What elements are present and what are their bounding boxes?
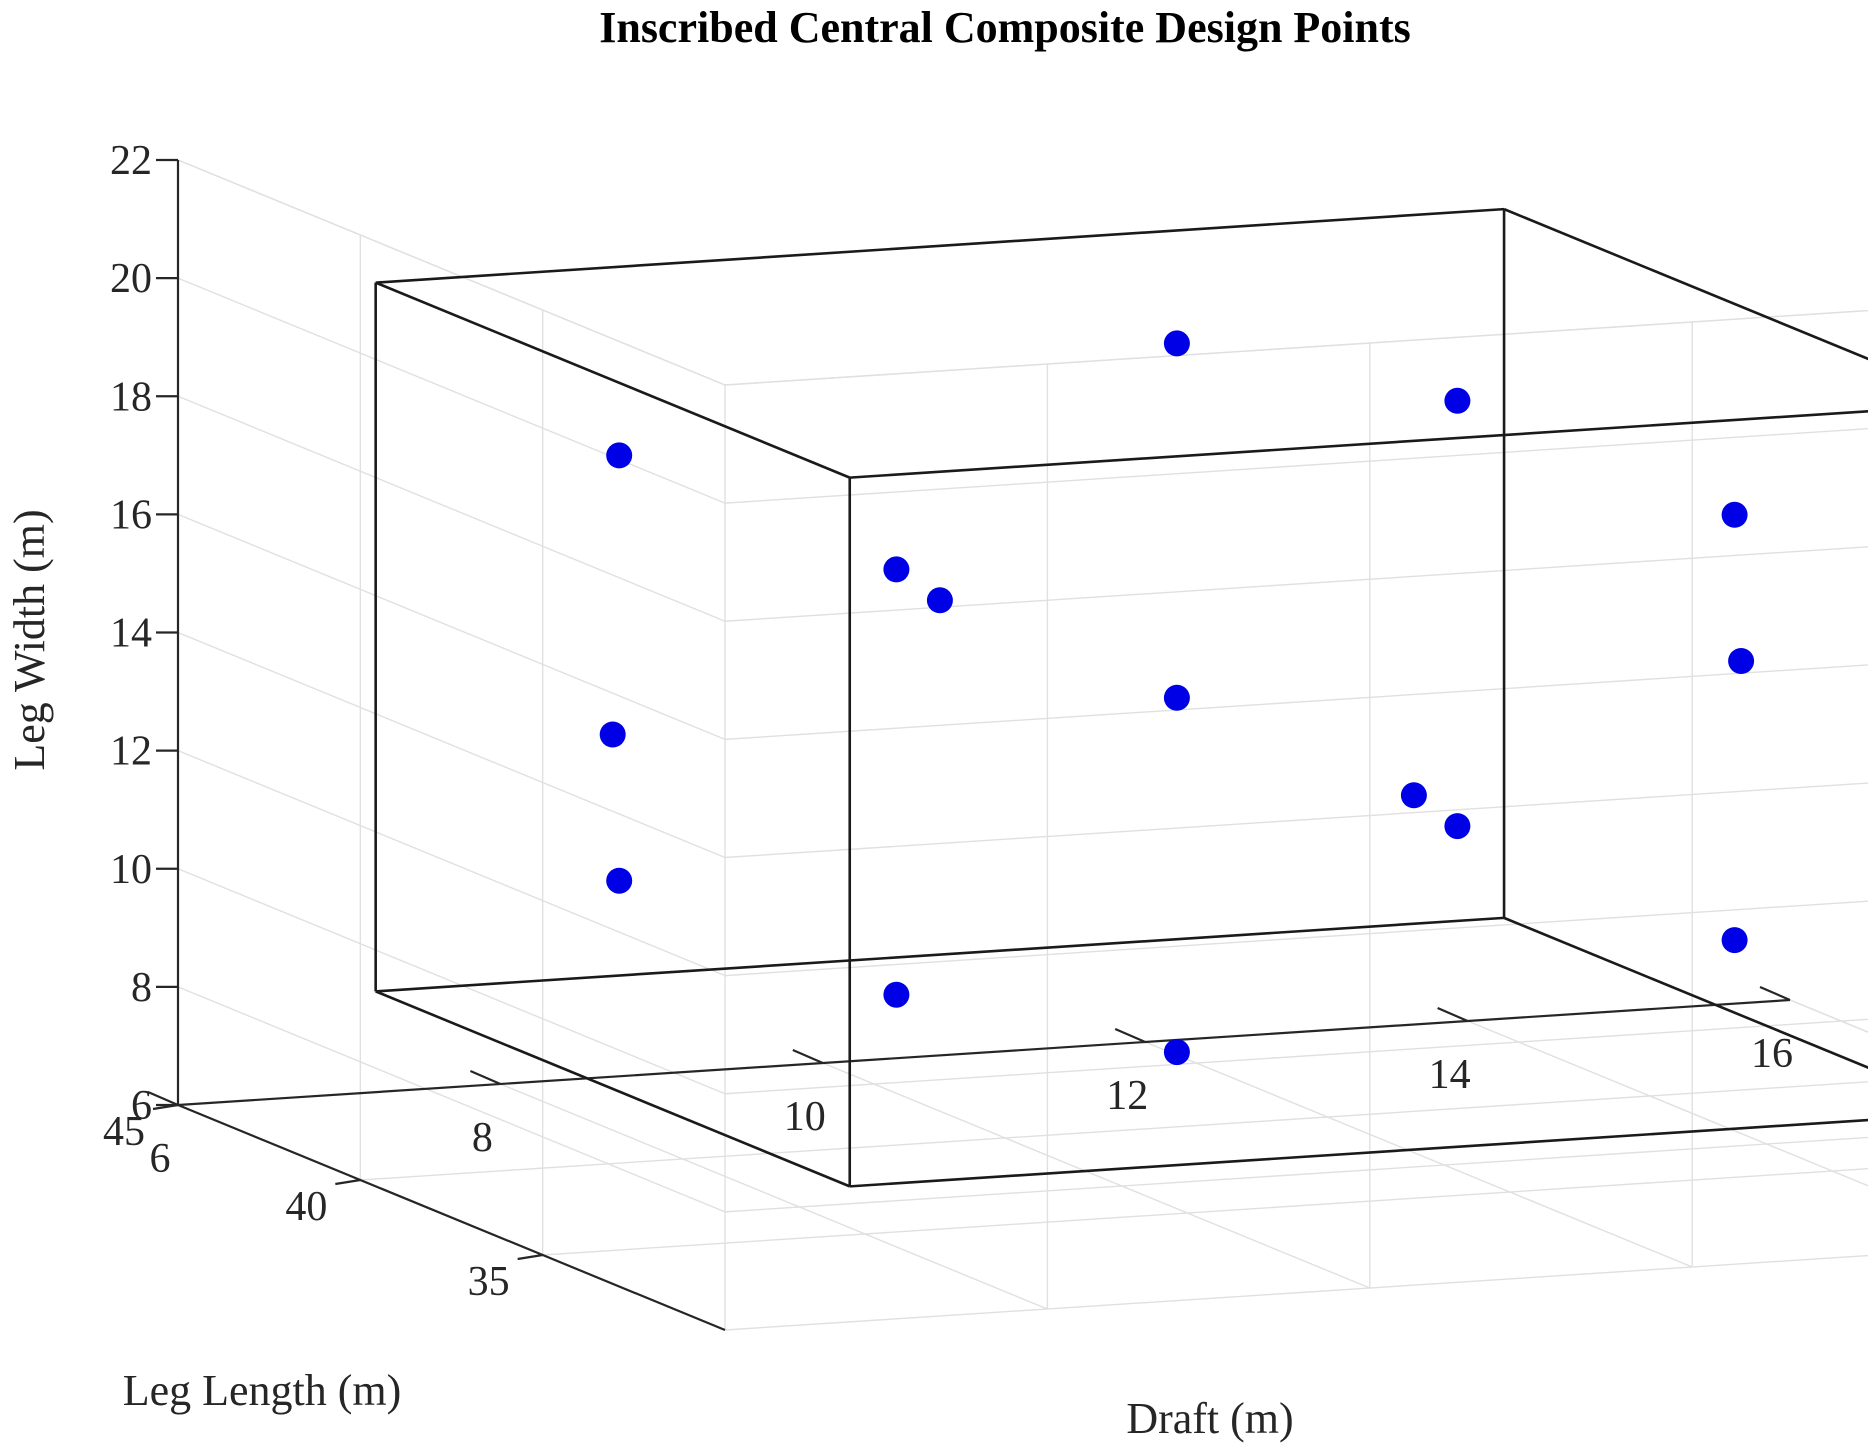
grid-line-floor-x	[822, 1062, 1371, 1289]
grid-line-sidewall-z	[724, 664, 1868, 741]
design-point	[1721, 501, 1748, 528]
x-tick-label: 14	[1429, 1052, 1471, 1098]
design-point	[1163, 684, 1190, 711]
grid-line-floor-x	[500, 1083, 1048, 1310]
grid-line-floor-x	[1144, 1041, 1693, 1268]
y-tick-label: 45	[103, 1109, 145, 1155]
grid-line-sidewall-z	[724, 782, 1868, 859]
design-box-edge	[849, 409, 1868, 479]
grid-line-sidewall-z	[724, 1254, 1868, 1331]
x-axis-tick	[147, 1090, 179, 1107]
design-point	[883, 556, 910, 583]
design-point	[599, 721, 626, 748]
z-tick-label: 16	[110, 492, 152, 538]
design-point	[606, 867, 633, 894]
grid-line-sidewall-z	[724, 900, 1868, 977]
grid-line-top-edge	[177, 159, 726, 386]
design-box-edge	[1503, 207, 1868, 361]
x-axis-tick	[469, 1069, 501, 1086]
z-tick-label: 8	[131, 965, 152, 1011]
design-box-edge	[375, 916, 1505, 993]
design-box-edge	[1503, 916, 1868, 1069]
design-point	[1728, 648, 1755, 674]
y-tick-label: 40	[285, 1184, 327, 1230]
x-tick-label: 16	[1751, 1031, 1793, 1077]
grid-line-backwall-z	[177, 277, 726, 504]
design-point	[926, 587, 953, 614]
x-axis-tick	[1114, 1027, 1146, 1044]
design-point	[1163, 1039, 1190, 1066]
z-tick-label: 14	[110, 611, 152, 657]
design-region-box	[374, 207, 1868, 1188]
design-box-edge	[849, 1118, 1868, 1188]
x-tick-label: 12	[1106, 1073, 1148, 1119]
x-axis-label: Draft (m)	[1126, 1394, 1293, 1443]
x-tick-label: 10	[784, 1094, 826, 1140]
z-tick-label: 6	[131, 1083, 152, 1129]
grid-line-backwall-z	[177, 513, 726, 741]
y-axis-tick	[517, 1253, 543, 1261]
axes: 6 8 10 12 14 16 18 20 22 6 8 10 12 14 16 35 40 45	[103, 138, 1793, 1332]
grid-line-backwall-z	[177, 395, 726, 622]
z-tick-label: 18	[110, 374, 152, 420]
grid-line-sidewall-z	[724, 1018, 1868, 1095]
x-tick-label: 6	[150, 1136, 171, 1182]
grid-lines	[177, 159, 1868, 1331]
design-points	[599, 330, 1755, 1066]
x-tick-label: 8	[472, 1115, 493, 1161]
grid-line-sidewall-z	[724, 427, 1868, 504]
grid-line-floor-x	[1467, 1020, 1868, 1187]
grid-line-sidewall-z	[724, 309, 1868, 386]
grid-line-top-edge	[724, 309, 1868, 386]
z-tick-label: 10	[110, 847, 152, 893]
x-axis-tick	[792, 1048, 824, 1065]
design-box-edge	[375, 281, 851, 479]
design-point	[606, 442, 633, 469]
z-tick-label: 12	[110, 729, 152, 775]
design-point	[1444, 813, 1471, 840]
design-point	[1163, 330, 1190, 357]
grid-line-floor-y	[542, 1167, 1868, 1256]
design-box-edge	[375, 990, 851, 1188]
grid-line-right-edge	[1789, 999, 1868, 1033]
y-axis-tick	[152, 1103, 179, 1111]
chart-title: Inscribed Central Composite Design Point…	[599, 3, 1411, 52]
grid-line-backwall-z	[177, 986, 726, 1213]
grid-line-backwall-z	[177, 749, 726, 977]
design-point	[883, 981, 910, 1008]
x-axis-tick	[1759, 985, 1791, 1002]
design-point	[1400, 782, 1427, 809]
y-axis-label: Leg Length (m)	[123, 1366, 402, 1415]
grid-line-sidewall-z	[724, 1136, 1868, 1213]
z-axis-label: Leg Width (m)	[5, 509, 54, 770]
y-axis-line	[177, 1103, 726, 1332]
x-axis-tick	[1437, 1006, 1469, 1023]
grid-line-sidewall-z	[724, 546, 1868, 622]
grid-line-floor-x	[1789, 999, 1868, 1033]
grid-line-floor-y	[360, 1081, 1868, 1181]
design-box-edge	[375, 207, 1505, 284]
x-axis-line	[177, 998, 1791, 1107]
design-point	[1721, 927, 1748, 954]
grid-line-backwall-z	[177, 868, 726, 1095]
y-axis-tick	[335, 1178, 361, 1186]
z-tick-label: 20	[110, 256, 152, 302]
y-tick-label: 35	[468, 1259, 510, 1305]
design-point	[1444, 387, 1471, 414]
z-tick-label: 22	[110, 138, 152, 184]
grid-line-backwall-z	[177, 631, 726, 859]
